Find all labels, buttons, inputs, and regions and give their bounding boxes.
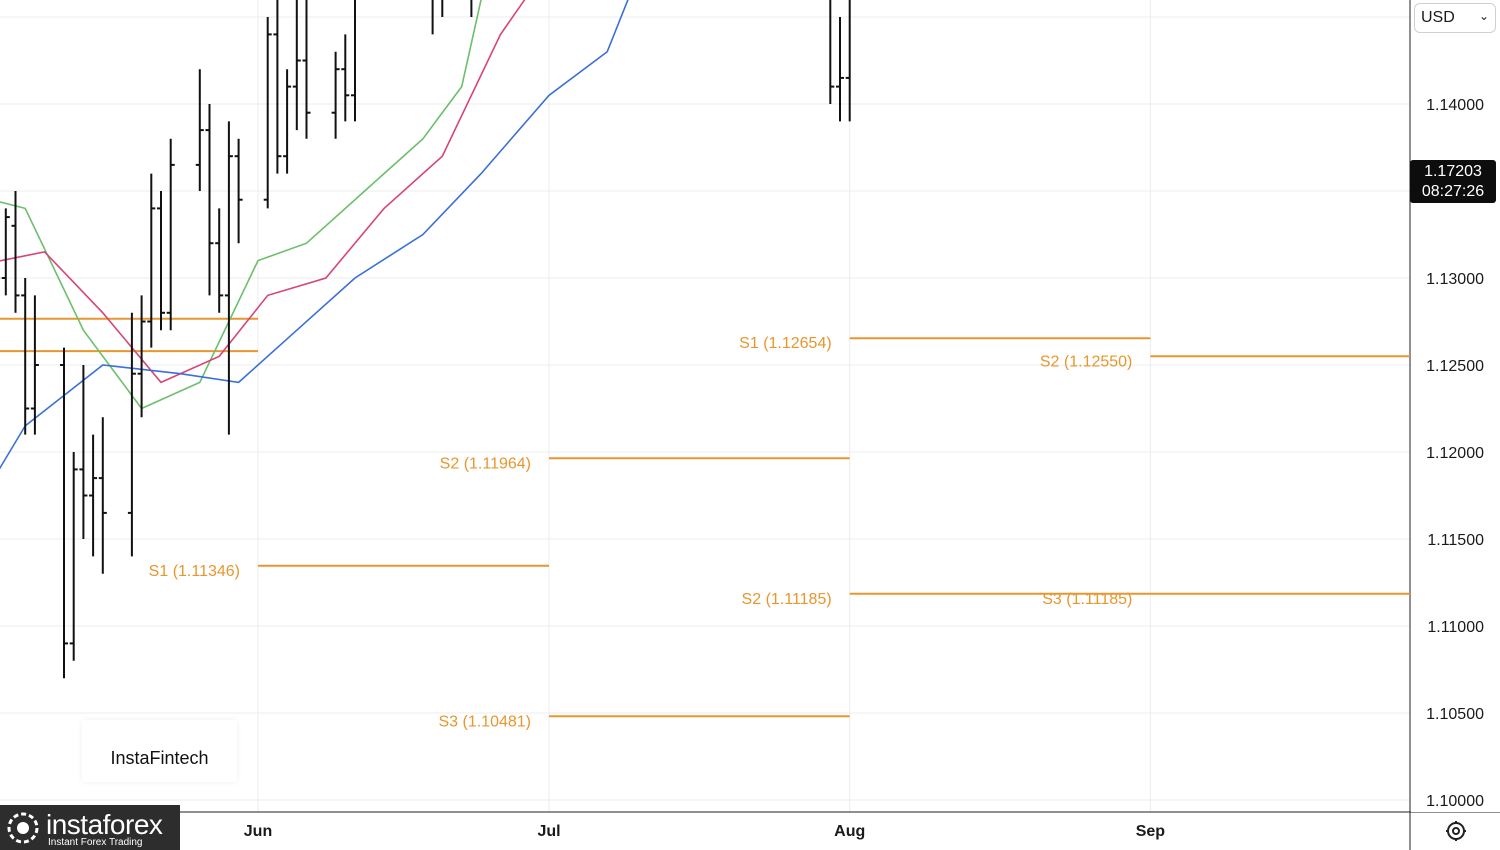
y-tick-label: 1.12500 xyxy=(1426,358,1484,375)
ohlc-bar xyxy=(137,295,146,418)
y-tick-label: 1.11500 xyxy=(1427,532,1484,549)
ohlc-bar xyxy=(215,208,224,313)
sma-mid-line xyxy=(0,0,526,384)
ohlc-bar xyxy=(21,278,30,435)
sma-fast-line xyxy=(0,0,482,410)
ohlc-bar xyxy=(234,138,243,244)
bar-countdown-timer: 08:27:26 xyxy=(1421,183,1485,200)
watermark-text: InstaFintech xyxy=(110,748,209,768)
x-tick-label: Jul xyxy=(537,823,560,840)
ohlc-bar xyxy=(157,191,165,331)
pivot-label: S3 (1.10481) xyxy=(438,713,531,730)
ohlc-bar xyxy=(1,208,10,296)
ohlc-bar xyxy=(351,0,356,122)
ohlc-bar xyxy=(292,0,301,131)
last-price-value: 1.17203 xyxy=(1424,163,1482,180)
instaforex-logo-icon xyxy=(7,812,39,844)
ohlc-bar xyxy=(283,69,292,174)
last-price-tag: 1.17203 08:27:26 xyxy=(1410,160,1496,203)
instaforex-brand[interactable]: instaforex Instant Forex Trading xyxy=(0,805,180,850)
ohlc-bar xyxy=(98,417,107,574)
ohlc-bar xyxy=(331,51,340,139)
ohlc-bar xyxy=(166,138,175,331)
ohlc-bar xyxy=(302,0,311,139)
ohlc-bar xyxy=(11,191,20,313)
y-tick-label: 1.13000 xyxy=(1426,271,1484,288)
ohlc-bar xyxy=(341,34,350,122)
pivot-label: S1 (1.12654) xyxy=(739,335,832,352)
ohlc-bar xyxy=(147,173,156,348)
currency-select[interactable]: USD ⌄ xyxy=(1414,3,1496,33)
ohlc-bars xyxy=(0,0,851,679)
ohlc-bar xyxy=(205,104,214,296)
y-tick-label: 1.11000 xyxy=(1427,619,1484,636)
pivot-levels: P (1.12766)S1 (1.11346)R1 (1.14882)R2 (1… xyxy=(0,317,1410,730)
x-tick-label: Aug xyxy=(834,823,865,840)
price-axis: 1.10000 1.10500 1.11000 1.11500 1.12000 1.125… xyxy=(1411,0,1500,812)
pivot-label: S2 (1.11185) xyxy=(742,591,832,608)
pivot-label: S2 (1.11964) xyxy=(440,455,531,472)
price-axis-bg xyxy=(1411,0,1500,812)
pivot-label: S1 (1.11346) xyxy=(149,563,240,580)
y-tick-label: 1.10500 xyxy=(1426,706,1484,723)
ohlc-bar xyxy=(829,0,835,104)
ohlc-bar xyxy=(836,17,844,122)
settings-gear-icon[interactable] xyxy=(1443,818,1469,844)
y-tick-label: 1.10000 xyxy=(1426,793,1484,810)
ohlc-bar xyxy=(845,0,851,122)
ohlc-bar xyxy=(273,0,282,174)
instafintech-watermark: InstaFintech xyxy=(82,720,237,782)
ohlc-bar xyxy=(263,17,272,209)
ohlc-bar xyxy=(79,365,88,539)
brand-name: instaforex xyxy=(46,809,163,840)
ohlc-bar xyxy=(195,69,204,191)
ohlc-bar xyxy=(69,452,78,661)
ohlc-bar xyxy=(431,0,434,35)
ohlc-bar xyxy=(30,295,39,435)
y-tick-label: 1.14000 xyxy=(1426,97,1484,114)
ohlc-bar xyxy=(441,0,444,17)
ohlc-bar xyxy=(470,0,473,17)
currency-select-value: USD xyxy=(1421,9,1455,26)
x-tick-label: Jun xyxy=(244,823,272,840)
chevron-down-icon: ⌄ xyxy=(1478,9,1489,23)
time-axis: Jun Jul Aug Sep xyxy=(244,823,1166,840)
ohlc-bar xyxy=(60,347,68,679)
y-tick-label: 1.12000 xyxy=(1426,445,1484,462)
ohlc-bar xyxy=(224,121,233,435)
brand-tagline: Instant Forex Trading xyxy=(48,837,143,848)
pivot-label: S3 (1.11185) xyxy=(1042,591,1132,608)
x-tick-label: Sep xyxy=(1136,823,1166,840)
ohlc-bar xyxy=(89,434,98,557)
pivot-label: S2 (1.12550) xyxy=(1040,353,1133,370)
ohlc-bar xyxy=(127,312,136,557)
